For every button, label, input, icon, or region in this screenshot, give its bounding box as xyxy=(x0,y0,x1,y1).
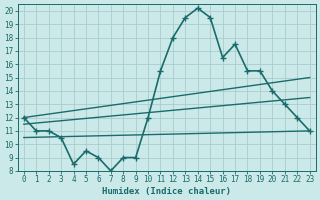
X-axis label: Humidex (Indice chaleur): Humidex (Indice chaleur) xyxy=(102,187,231,196)
